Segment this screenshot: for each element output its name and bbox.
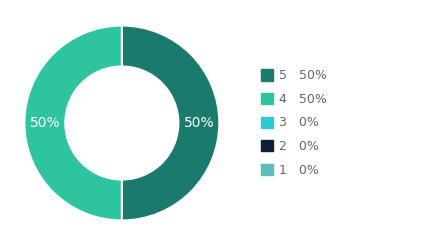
Wedge shape bbox=[24, 26, 122, 220]
Legend: 5   50%, 4   50%, 3   0%, 2   0%, 1   0%: 5 50%, 4 50%, 3 0%, 2 0%, 1 0% bbox=[256, 64, 332, 182]
Wedge shape bbox=[122, 26, 219, 220]
Text: 50%: 50% bbox=[183, 116, 214, 130]
Text: 50%: 50% bbox=[30, 116, 60, 130]
